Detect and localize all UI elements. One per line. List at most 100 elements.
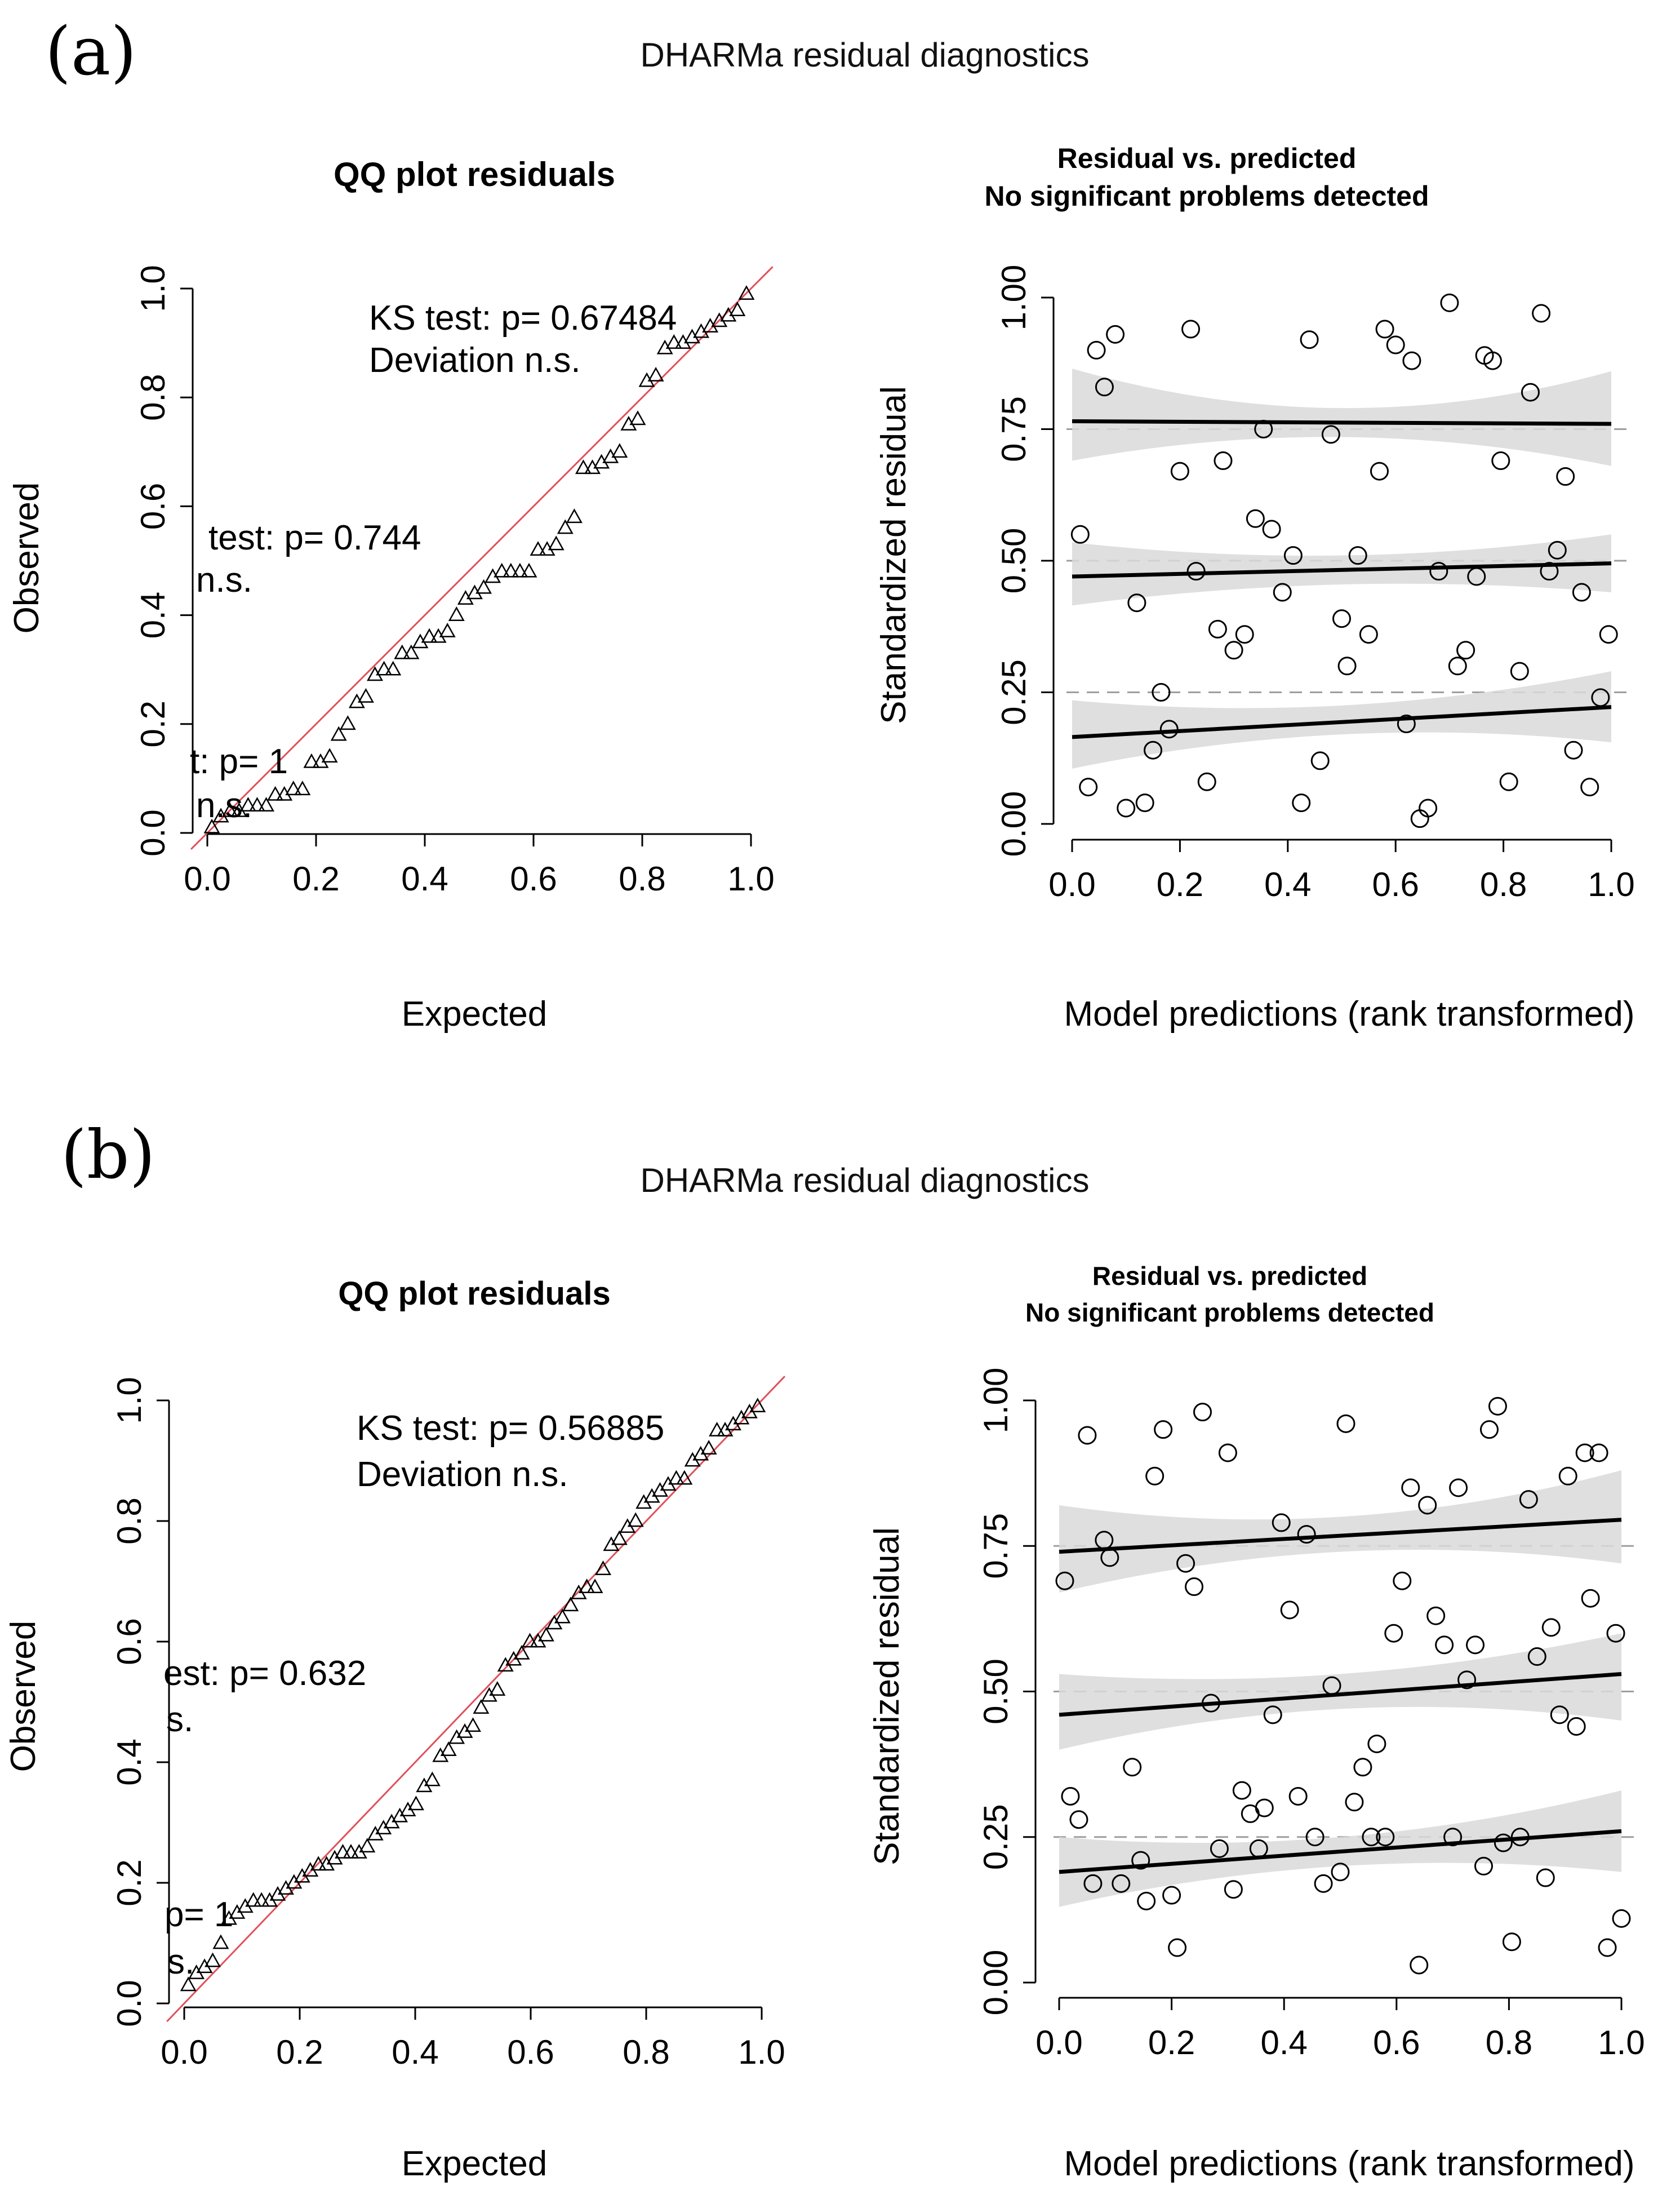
chart-subtitle: No significant problems detected bbox=[984, 180, 1429, 212]
residual-point bbox=[1249, 1839, 1268, 1858]
qq-point bbox=[348, 693, 365, 708]
residual-point bbox=[1548, 540, 1567, 560]
residual-point bbox=[1145, 1466, 1165, 1486]
x-tick-label: 0.8 bbox=[623, 2033, 669, 2071]
residual-point bbox=[1210, 1839, 1229, 1858]
residual-point bbox=[1575, 1443, 1594, 1462]
residual-point bbox=[1488, 1396, 1507, 1416]
residual-point bbox=[1456, 641, 1475, 660]
x-tick-label: 1.0 bbox=[727, 860, 774, 898]
qq-plot-b: QQ plot residuals Expected Observed 0.0 0… bbox=[4, 1275, 786, 2183]
y-tick-label: 0.8 bbox=[134, 374, 172, 420]
qq-point bbox=[403, 644, 420, 659]
residual-point bbox=[1186, 562, 1206, 581]
residual-point bbox=[1541, 1618, 1561, 1637]
residual-point bbox=[1353, 1758, 1372, 1777]
residual-point bbox=[1288, 1786, 1308, 1806]
residual-point bbox=[1273, 583, 1292, 602]
residual-point bbox=[1443, 1828, 1463, 1847]
qq-point bbox=[376, 660, 393, 676]
residual-point bbox=[1137, 1891, 1156, 1910]
qq-point bbox=[656, 339, 673, 354]
x-tick-label: 0.0 bbox=[161, 2033, 207, 2071]
qq-point bbox=[267, 786, 284, 801]
y-tick-label: 0.6 bbox=[134, 483, 172, 530]
y-tick-label: 0.25 bbox=[977, 1804, 1015, 1870]
quantile-regression-line bbox=[1072, 561, 1612, 579]
quantile-regression-line bbox=[1059, 1518, 1622, 1554]
qq-point bbox=[693, 323, 710, 338]
confidence-band bbox=[1072, 671, 1611, 769]
y-tick-label: 1.00 bbox=[977, 1368, 1015, 1434]
y-tick-label: 0.00 bbox=[995, 791, 1033, 857]
residual-point bbox=[1567, 1717, 1586, 1736]
residual-point bbox=[1612, 1909, 1631, 1928]
residual-point bbox=[1055, 1571, 1074, 1590]
y-axis-label: Observed bbox=[4, 1621, 43, 1772]
residual-point bbox=[1527, 1647, 1546, 1666]
residual-point bbox=[1208, 619, 1227, 638]
residual-point bbox=[1321, 425, 1340, 444]
qq-point bbox=[310, 1856, 327, 1871]
residual-point bbox=[1449, 1478, 1468, 1497]
residual-point bbox=[1152, 683, 1171, 702]
residual-point bbox=[1556, 467, 1575, 486]
residual-point bbox=[1419, 799, 1438, 818]
qq-point bbox=[430, 628, 447, 643]
residual-point bbox=[1083, 1874, 1103, 1893]
qq-point bbox=[494, 562, 510, 578]
qq-point bbox=[513, 1644, 530, 1660]
qq-point bbox=[557, 519, 574, 534]
dispersion-test-text: est: p= 0.632 bbox=[163, 1654, 366, 1693]
residual-point bbox=[1589, 1443, 1608, 1462]
qq-point bbox=[602, 448, 619, 463]
residual-point bbox=[1448, 657, 1467, 676]
residual-point bbox=[1519, 1490, 1538, 1509]
y-axis-label: Standardized residual bbox=[874, 386, 913, 724]
residual-point bbox=[1581, 1589, 1600, 1608]
y-tick-label: 0.75 bbox=[995, 396, 1033, 462]
residual-point bbox=[1532, 304, 1551, 323]
residual-point bbox=[1367, 1734, 1386, 1753]
residual-point bbox=[1479, 1420, 1499, 1439]
residual-point bbox=[1499, 772, 1518, 791]
residual-point bbox=[1297, 1525, 1316, 1544]
qq-point bbox=[579, 1578, 595, 1594]
residual-point bbox=[1375, 320, 1394, 339]
y-tick-label: 0.00 bbox=[977, 1950, 1015, 2016]
qq-point bbox=[629, 410, 646, 425]
ks-test-text: KS test: p= 0.67484 bbox=[369, 299, 677, 338]
y-tick-label: 1.00 bbox=[995, 265, 1033, 331]
residual-point bbox=[1070, 525, 1090, 544]
residual-point bbox=[1224, 1880, 1243, 1899]
residual-point bbox=[1069, 1810, 1088, 1829]
residual-point bbox=[1550, 1705, 1569, 1724]
qq-point bbox=[668, 1470, 685, 1485]
qq-point bbox=[424, 1771, 441, 1786]
y-tick-label: 0.2 bbox=[110, 1859, 148, 1906]
residual-point bbox=[1168, 1938, 1187, 1957]
residual-point bbox=[1359, 625, 1378, 644]
qq-point bbox=[575, 459, 592, 475]
qq-point bbox=[729, 301, 746, 316]
residual-point bbox=[1254, 420, 1273, 438]
x-tick-label: 0.2 bbox=[292, 860, 339, 898]
residual-point bbox=[1572, 583, 1591, 602]
x-axis-label: Model predictions (rank transformed) bbox=[1064, 995, 1634, 1034]
residual-point bbox=[1384, 1624, 1403, 1643]
qq-point bbox=[709, 1421, 726, 1436]
chart-title: QQ plot residuals bbox=[338, 1275, 610, 1312]
residual-point bbox=[1599, 625, 1618, 644]
residual-point bbox=[1397, 715, 1416, 734]
outlier-test-text: p= 1 bbox=[165, 1895, 233, 1934]
qq-point bbox=[627, 1512, 644, 1527]
residual-point bbox=[1376, 1828, 1395, 1847]
ks-deviation-text: Deviation n.s. bbox=[357, 1455, 568, 1494]
residual-point bbox=[1510, 662, 1529, 681]
residual-point bbox=[1061, 1786, 1080, 1806]
residual-point bbox=[1418, 1496, 1437, 1515]
x-tick-label: 0.6 bbox=[1373, 2024, 1420, 2061]
residual-point bbox=[1474, 1856, 1493, 1875]
residual-point bbox=[1263, 1705, 1282, 1724]
